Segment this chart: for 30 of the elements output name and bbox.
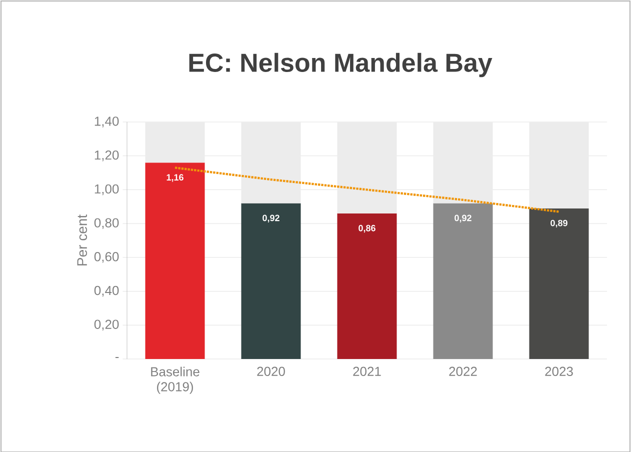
bar bbox=[337, 122, 397, 214]
chart-title: EC: Nelson Mandela Bay bbox=[189, 52, 492, 77]
x-tick-label: 2021 bbox=[353, 366, 381, 376]
y-tick-label: 0,80 bbox=[94, 218, 119, 229]
bar bbox=[241, 203, 301, 359]
bar bbox=[529, 208, 589, 359]
y-tick-label: 1,00 bbox=[94, 184, 119, 195]
bar bbox=[241, 122, 301, 204]
x-tick-label: 2022 bbox=[449, 366, 477, 376]
x-tick-label: 2023 bbox=[545, 366, 573, 376]
bar bbox=[433, 203, 493, 359]
bar bbox=[145, 122, 205, 162]
y-tick-label: - bbox=[115, 356, 119, 358]
bar bbox=[433, 122, 493, 204]
data-label: 1,16 bbox=[166, 174, 184, 182]
y-tick-label: 0,40 bbox=[94, 286, 119, 296]
y-tick-label: 0,60 bbox=[94, 252, 119, 263]
data-label: 0,92 bbox=[454, 214, 472, 222]
bar bbox=[145, 162, 205, 359]
bar bbox=[337, 213, 397, 359]
y-axis-title: Per cent bbox=[77, 214, 88, 266]
x-tick-label: Baseline (2019) bbox=[151, 366, 200, 394]
data-label: 0,92 bbox=[262, 214, 280, 222]
data-label: 0,86 bbox=[358, 224, 376, 232]
y-tick-label: 1,40 bbox=[94, 116, 119, 128]
bar bbox=[529, 122, 589, 208]
y-tick-label: 1,20 bbox=[94, 150, 119, 161]
data-label: 0,89 bbox=[550, 220, 568, 228]
x-tick-label: 2020 bbox=[257, 366, 285, 376]
y-tick-label: 0,20 bbox=[94, 320, 119, 330]
